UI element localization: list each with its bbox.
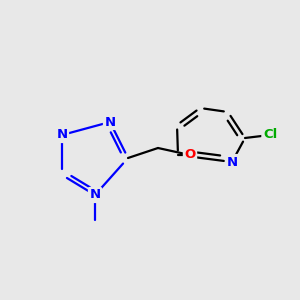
Text: N: N	[56, 128, 68, 142]
Text: O: O	[184, 148, 196, 161]
Text: N: N	[104, 116, 116, 128]
Text: N: N	[89, 188, 100, 202]
Text: Cl: Cl	[263, 128, 277, 142]
Text: N: N	[226, 155, 238, 169]
